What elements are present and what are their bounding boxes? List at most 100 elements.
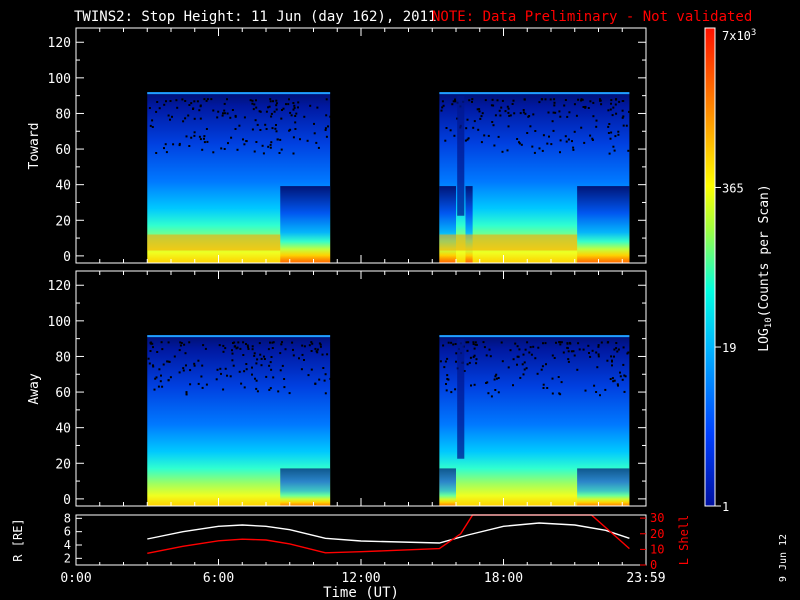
low-count-pixel <box>599 98 601 101</box>
low-count-pixel <box>606 359 609 362</box>
low-count-pixel <box>201 386 204 389</box>
low-count-pixel <box>253 352 256 355</box>
y-tick-label: 120 <box>48 36 71 51</box>
low-count-pixel <box>236 346 239 349</box>
low-count-pixel <box>201 364 204 367</box>
away-axis-label: Away <box>27 373 42 404</box>
date-stamp: 9 Jun 12 <box>778 534 789 582</box>
low-count-pixel <box>487 392 490 395</box>
low-count-pixel <box>298 357 300 360</box>
low-count-pixel <box>593 384 596 387</box>
low-count-pixel <box>553 98 556 101</box>
low-count-pixel <box>450 341 453 344</box>
low-count-pixel <box>621 378 624 381</box>
low-count-pixel <box>611 377 614 380</box>
orbit-right-tick-label: 30 <box>650 511 664 525</box>
low-count-pixel <box>480 115 483 118</box>
low-count-pixel <box>226 374 228 377</box>
low-count-pixel <box>559 343 562 346</box>
low-count-pixel <box>552 129 555 132</box>
low-count-pixel <box>270 368 273 371</box>
low-count-pixel <box>167 114 170 117</box>
low-count-pixel <box>280 117 283 120</box>
low-count-pixel <box>292 136 295 139</box>
low-count-pixel <box>627 149 630 152</box>
low-count-pixel <box>567 138 570 141</box>
low-count-pixel <box>226 112 229 115</box>
low-count-pixel <box>185 391 188 394</box>
low-count-pixel <box>324 373 327 376</box>
low-count-pixel <box>306 139 309 142</box>
low-count-pixel <box>538 101 541 104</box>
low-count-pixel <box>308 344 311 347</box>
low-count-pixel <box>246 344 249 347</box>
low-count-pixel <box>224 347 227 350</box>
colorbar-title-prefix: LOG <box>757 328 772 352</box>
low-count-pixel <box>310 368 313 371</box>
low-count-pixel <box>178 371 181 374</box>
low-count-pixel <box>542 383 545 386</box>
low-count-pixel <box>612 145 615 148</box>
radial-distance-line <box>147 522 630 544</box>
low-count-pixel <box>468 99 471 102</box>
low-count-pixel <box>597 353 600 356</box>
low-count-pixel <box>523 368 526 371</box>
low-count-pixel <box>544 98 547 101</box>
low-count-pixel <box>622 363 625 366</box>
low-count-pixel <box>564 99 567 101</box>
low-count-pixel <box>577 342 580 345</box>
low-count-pixel <box>223 109 226 112</box>
low-count-pixel <box>475 362 478 365</box>
low-count-pixel <box>176 106 179 109</box>
low-count-pixel <box>551 354 554 357</box>
low-count-pixel <box>558 392 561 395</box>
low-count-pixel <box>317 146 320 149</box>
low-count-pixel <box>275 108 278 111</box>
low-count-pixel <box>175 99 178 102</box>
low-count-pixel <box>315 350 318 353</box>
low-count-pixel <box>269 387 272 390</box>
low-count-pixel <box>445 389 448 392</box>
low-count-pixel <box>242 138 244 141</box>
low-count-pixel <box>281 109 283 111</box>
low-count-pixel <box>269 143 272 146</box>
low-count-pixel <box>215 378 218 381</box>
low-count-pixel <box>188 145 191 147</box>
low-count-pixel <box>616 350 619 353</box>
low-count-pixel <box>292 354 295 357</box>
low-count-pixel <box>447 378 450 381</box>
low-count-pixel <box>589 355 592 358</box>
low-count-pixel <box>289 128 292 131</box>
low-count-pixel <box>259 110 262 113</box>
low-count-pixel <box>164 143 167 146</box>
low-count-pixel <box>180 342 183 344</box>
colorbar: 365 19 1 7x103 LOG10(Counts per Scan) <box>704 27 774 514</box>
low-count-pixel <box>151 119 154 122</box>
low-count-pixel <box>193 100 196 103</box>
low-count-pixel <box>269 361 272 364</box>
orbit-left-tick-label: 4 <box>64 538 71 552</box>
low-count-pixel <box>254 377 256 380</box>
low-count-pixel <box>557 376 560 378</box>
low-count-pixel <box>185 364 187 367</box>
low-count-pixel <box>219 367 222 370</box>
low-count-pixel <box>165 151 168 154</box>
low-count-pixel <box>454 343 457 345</box>
low-count-pixel <box>324 127 327 130</box>
low-count-pixel <box>507 111 510 114</box>
low-count-pixel <box>325 135 328 138</box>
low-count-pixel <box>622 346 625 349</box>
low-count-pixel <box>608 152 611 155</box>
low-count-pixel <box>217 110 220 113</box>
low-count-pixel <box>611 114 614 117</box>
low-count-pixel <box>268 105 271 108</box>
low-count-pixel <box>199 138 202 141</box>
low-count-pixel <box>495 377 498 380</box>
low-count-pixel <box>587 107 590 109</box>
spectrogram-hot-band <box>439 468 456 506</box>
low-count-pixel <box>185 135 188 138</box>
low-count-pixel <box>442 344 445 347</box>
y-tick-label: 120 <box>48 279 71 294</box>
low-count-pixel <box>271 127 274 130</box>
low-count-pixel <box>218 344 221 347</box>
